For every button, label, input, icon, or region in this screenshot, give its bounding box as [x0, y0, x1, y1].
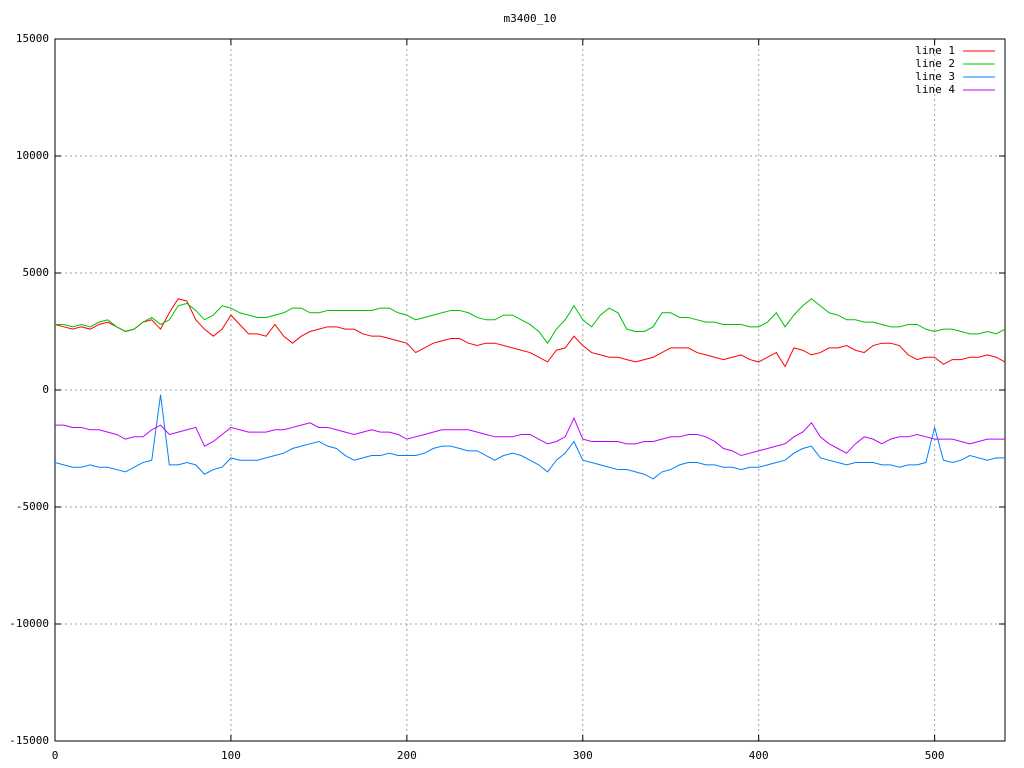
y-tick-label: -10000 — [9, 617, 49, 630]
x-tick-label: 300 — [573, 749, 593, 762]
x-tick-label: 200 — [397, 749, 417, 762]
data-line — [54, 394, 1005, 480]
y-tick-label: -5000 — [16, 500, 49, 513]
legend-label: line 1 — [915, 44, 955, 57]
y-tick-label: 10000 — [16, 149, 49, 162]
y-tick-label: 0 — [42, 383, 49, 396]
y-tick-label: -15000 — [9, 734, 49, 747]
chart-title: m3400_10 — [504, 12, 557, 25]
x-tick-label: 500 — [925, 749, 945, 762]
legend-label: line 4 — [915, 83, 955, 96]
legend-label: line 2 — [915, 57, 955, 70]
data-line — [55, 416, 1005, 457]
legend-label: line 3 — [915, 70, 955, 83]
plot-frame — [54, 38, 1006, 742]
x-tick-label: 100 — [221, 749, 241, 762]
x-tick-label: 400 — [749, 749, 769, 762]
data-line — [54, 298, 1006, 368]
x-tick-label: 0 — [52, 749, 59, 762]
y-tick-label: 5000 — [23, 266, 50, 279]
data-line — [55, 298, 1006, 345]
y-tick-label: 15000 — [16, 32, 49, 45]
